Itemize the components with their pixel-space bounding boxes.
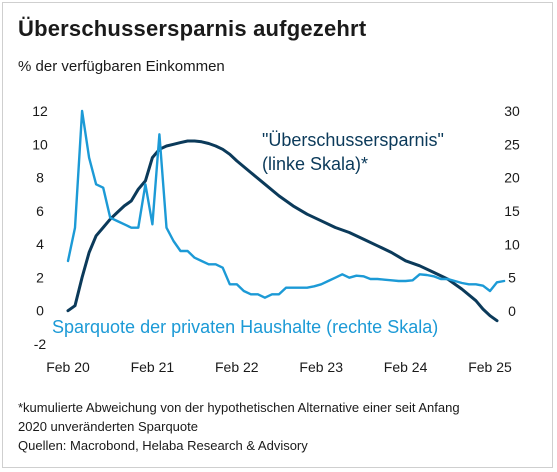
- left-axis-ticks: -2 0 2 4 6 8 10 12: [32, 103, 48, 352]
- chart-title: Überschussersparnis aufgezehrt: [18, 16, 367, 41]
- left-tick-label: 10: [32, 136, 48, 152]
- right-tick-label: 30: [504, 103, 520, 119]
- annotation-excess-savings-line: "Überschussersparnis": [262, 130, 444, 150]
- x-tick-label: Feb 20: [46, 359, 90, 375]
- left-tick-label: 0: [36, 303, 44, 319]
- series-line-saving-rate: [66, 109, 506, 299]
- left-tick-label: 6: [36, 203, 44, 219]
- left-tick-label: 12: [32, 103, 48, 119]
- left-tick-label: -2: [34, 336, 47, 352]
- x-axis-ticks: Feb 20 Feb 21 Feb 22 Feb 23 Feb 24 Feb 25: [46, 359, 512, 375]
- x-tick-label: Feb 21: [131, 359, 175, 375]
- sources-line: Quellen: Macrobond, Helaba Research & Ad…: [18, 438, 308, 453]
- footnote-line-1: *kumulierte Abweichung von der hypotheti…: [18, 400, 460, 415]
- left-tick-label: 8: [36, 170, 44, 186]
- series-layer: [66, 109, 506, 323]
- chart-subtitle: % der verfügbaren Einkommen: [18, 58, 225, 75]
- right-axis-ticks: 0 5 10 15 20 25 30: [504, 103, 520, 319]
- annotation-saving-rate: Sparquote der privaten Haushalte (rechte…: [52, 317, 438, 337]
- x-tick-label: Feb 25: [468, 359, 512, 375]
- right-tick-label: 5: [508, 270, 516, 286]
- footnote-block: *kumulierte Abweichung von der hypotheti…: [18, 398, 538, 455]
- chart-frame: [2, 2, 553, 468]
- right-tick-label: 0: [508, 303, 516, 319]
- x-tick-label: Feb 24: [384, 359, 428, 375]
- left-tick-label: 2: [36, 269, 44, 285]
- right-tick-label: 15: [504, 203, 520, 219]
- x-tick-label: Feb 22: [215, 359, 259, 375]
- x-tick-label: Feb 23: [299, 359, 343, 375]
- left-tick-label: 4: [36, 236, 44, 252]
- annotations: "Überschussersparnis" (linke Skala)* Sparq…: [52, 130, 444, 337]
- right-tick-label: 25: [504, 136, 520, 152]
- footnote-line-2: 2020 unveränderten Sparquote: [18, 419, 198, 434]
- right-tick-label: 20: [504, 170, 520, 186]
- right-tick-label: 10: [504, 236, 520, 252]
- annotation-excess-savings-line: (linke Skala)*: [262, 154, 368, 174]
- series-line-excess-savings: [66, 139, 499, 323]
